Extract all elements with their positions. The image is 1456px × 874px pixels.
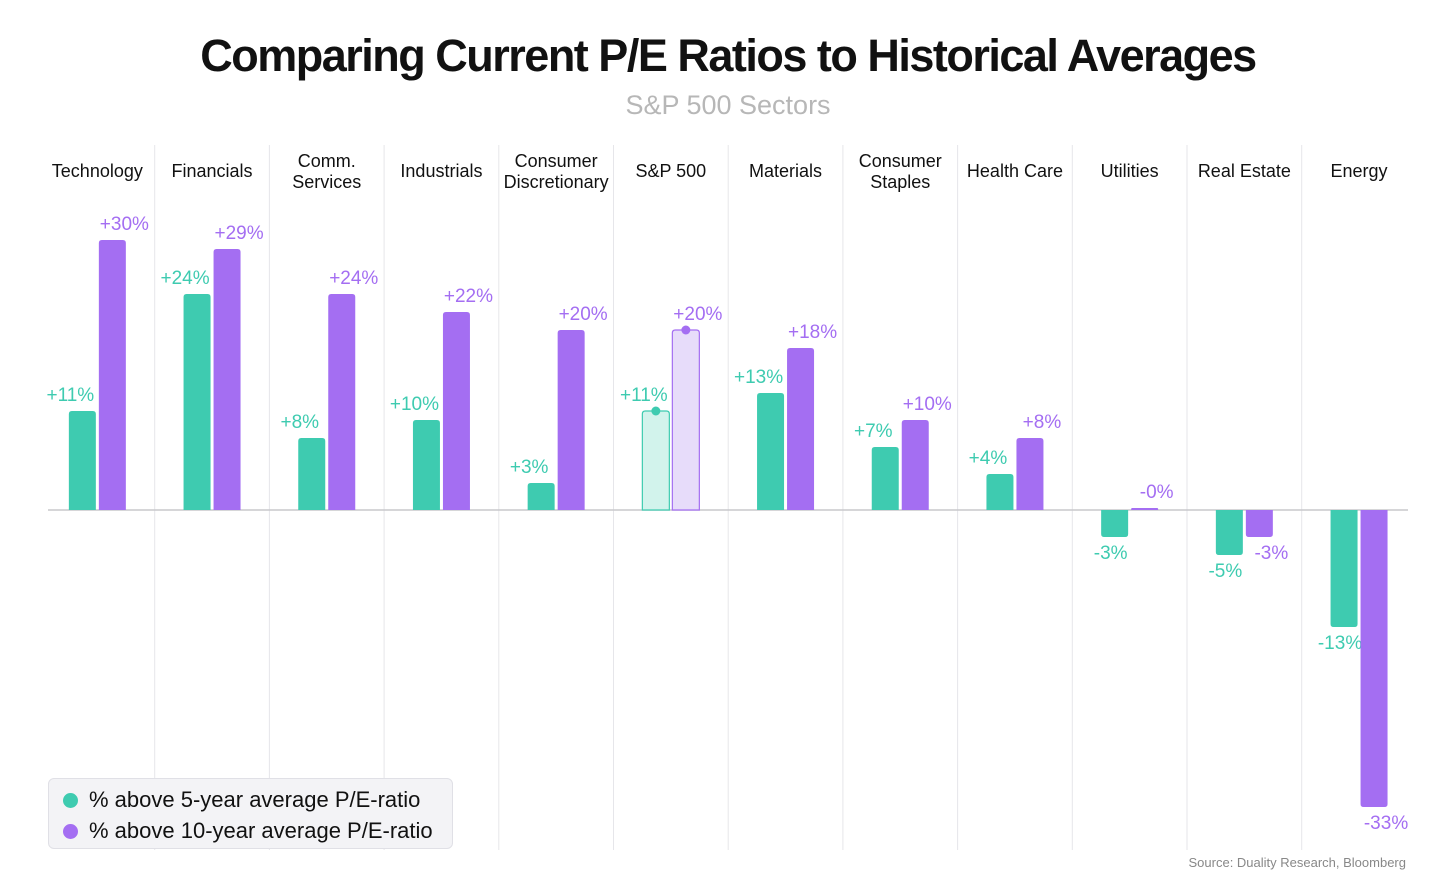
data-label-10-year-industrials: +22% [444,286,493,307]
bar-5-year-materials [757,393,785,510]
category-label-energy: Energy [1331,161,1388,181]
category-label-health-care: Health Care [967,161,1063,181]
bar-5-year-utilities [1101,510,1129,537]
data-label-10-year-utilities: -0% [1140,482,1174,503]
data-label-10-year-financials: +29% [214,223,263,244]
legend-swatch-5-year [63,792,78,808]
bar-10-year-sandp-500 [671,329,700,511]
data-label-10-year-comm-services: +24% [329,268,378,289]
data-label-10-year-energy: -33% [1364,813,1408,834]
data-label-5-year-materials: +13% [734,367,783,388]
data-label-5-year-utilities: -3% [1094,543,1128,564]
category-label-industrials: Industrials [400,161,482,181]
category-label-consumer-discretionary: Discretionary [504,172,609,192]
bar-10-year-energy [1360,510,1388,807]
bar-5-year-financials [183,294,211,510]
data-label-5-year-consumer-discretionary: +3% [510,457,549,478]
bar-5-year-sandp-500 [641,410,670,511]
data-label-5-year-consumer-staples: +7% [854,421,893,442]
bar-5-year-energy [1330,510,1358,627]
data-label-10-year-materials: +18% [788,322,837,343]
bar-10-year-materials [787,348,815,510]
category-label-comm-services: Comm. [298,151,356,171]
data-label-5-year-real-estate: -5% [1208,561,1242,582]
bar-10-year-technology [98,240,126,510]
category-label-consumer-staples: Staples [870,172,930,192]
category-label-technology: Technology [52,161,143,181]
data-label-5-year-comm-services: +8% [280,412,319,433]
chart-title: Comparing Current P/E Ratios to Historic… [200,30,1257,81]
category-label-sandp-500: S&P 500 [635,161,706,181]
data-label-5-year-energy: -13% [1318,633,1362,654]
bar-5-year-technology [68,411,96,510]
category-label-consumer-discretionary: Consumer [515,151,598,171]
data-label-10-year-sandp-500: +20% [673,304,722,325]
category-label-financials: Financials [172,161,253,181]
marker-dot-10-year-sandp-500 [681,325,691,335]
data-label-10-year-technology: +30% [100,214,149,235]
bar-10-year-real-estate [1245,510,1273,537]
bar-10-year-industrials [442,312,470,510]
category-label-utilities: Utilities [1101,161,1159,181]
data-label-5-year-industrials: +10% [390,394,439,415]
data-label-5-year-financials: +24% [160,268,209,289]
data-label-10-year-consumer-discretionary: +20% [559,304,608,325]
legend-item-5-year: % above 5-year average P/E-ratio [63,785,420,815]
marker-dot-5-year-sandp-500 [651,406,661,416]
bar-10-year-consumer-discretionary [557,330,585,510]
source-note: Source: Duality Research, Bloomberg [1188,855,1407,870]
category-label-materials: Materials [749,161,822,181]
bar-5-year-consumer-discretionary [527,483,555,510]
legend-label-10-year: % above 10-year average P/E-ratio [89,818,433,843]
legend-item-10-year: % above 10-year average P/E-ratio [63,816,433,846]
category-label-comm-services: Services [292,172,361,192]
category-label-consumer-staples: Consumer [859,151,942,171]
data-label-10-year-health-care: +8% [1023,412,1062,433]
legend: % above 5-year average P/E-ratio % above… [48,778,453,849]
legend-swatch-10-year [63,823,78,839]
bar-5-year-industrials [412,420,440,510]
bar-5-year-health-care [986,474,1014,510]
bar-10-year-financials [213,249,241,510]
data-label-5-year-sandp-500: +11% [620,385,668,406]
bar-5-year-comm-services [298,438,326,510]
data-label-10-year-real-estate: -3% [1254,543,1288,564]
bar-5-year-consumer-staples [871,447,899,510]
legend-label-5-year: % above 5-year average P/E-ratio [89,787,421,812]
bar-10-year-utilities [1131,508,1159,510]
bar-10-year-health-care [1016,438,1044,510]
data-label-5-year-health-care: +4% [969,448,1008,469]
bar-10-year-consumer-staples [901,420,929,510]
category-label-real-estate: Real Estate [1198,161,1291,181]
chart-subtitle: S&P 500 Sectors [625,90,831,120]
bar-5-year-real-estate [1215,510,1243,555]
data-label-10-year-consumer-staples: +10% [903,394,952,415]
data-label-5-year-technology: +11% [46,385,94,406]
bar-10-year-comm-services [328,294,356,510]
